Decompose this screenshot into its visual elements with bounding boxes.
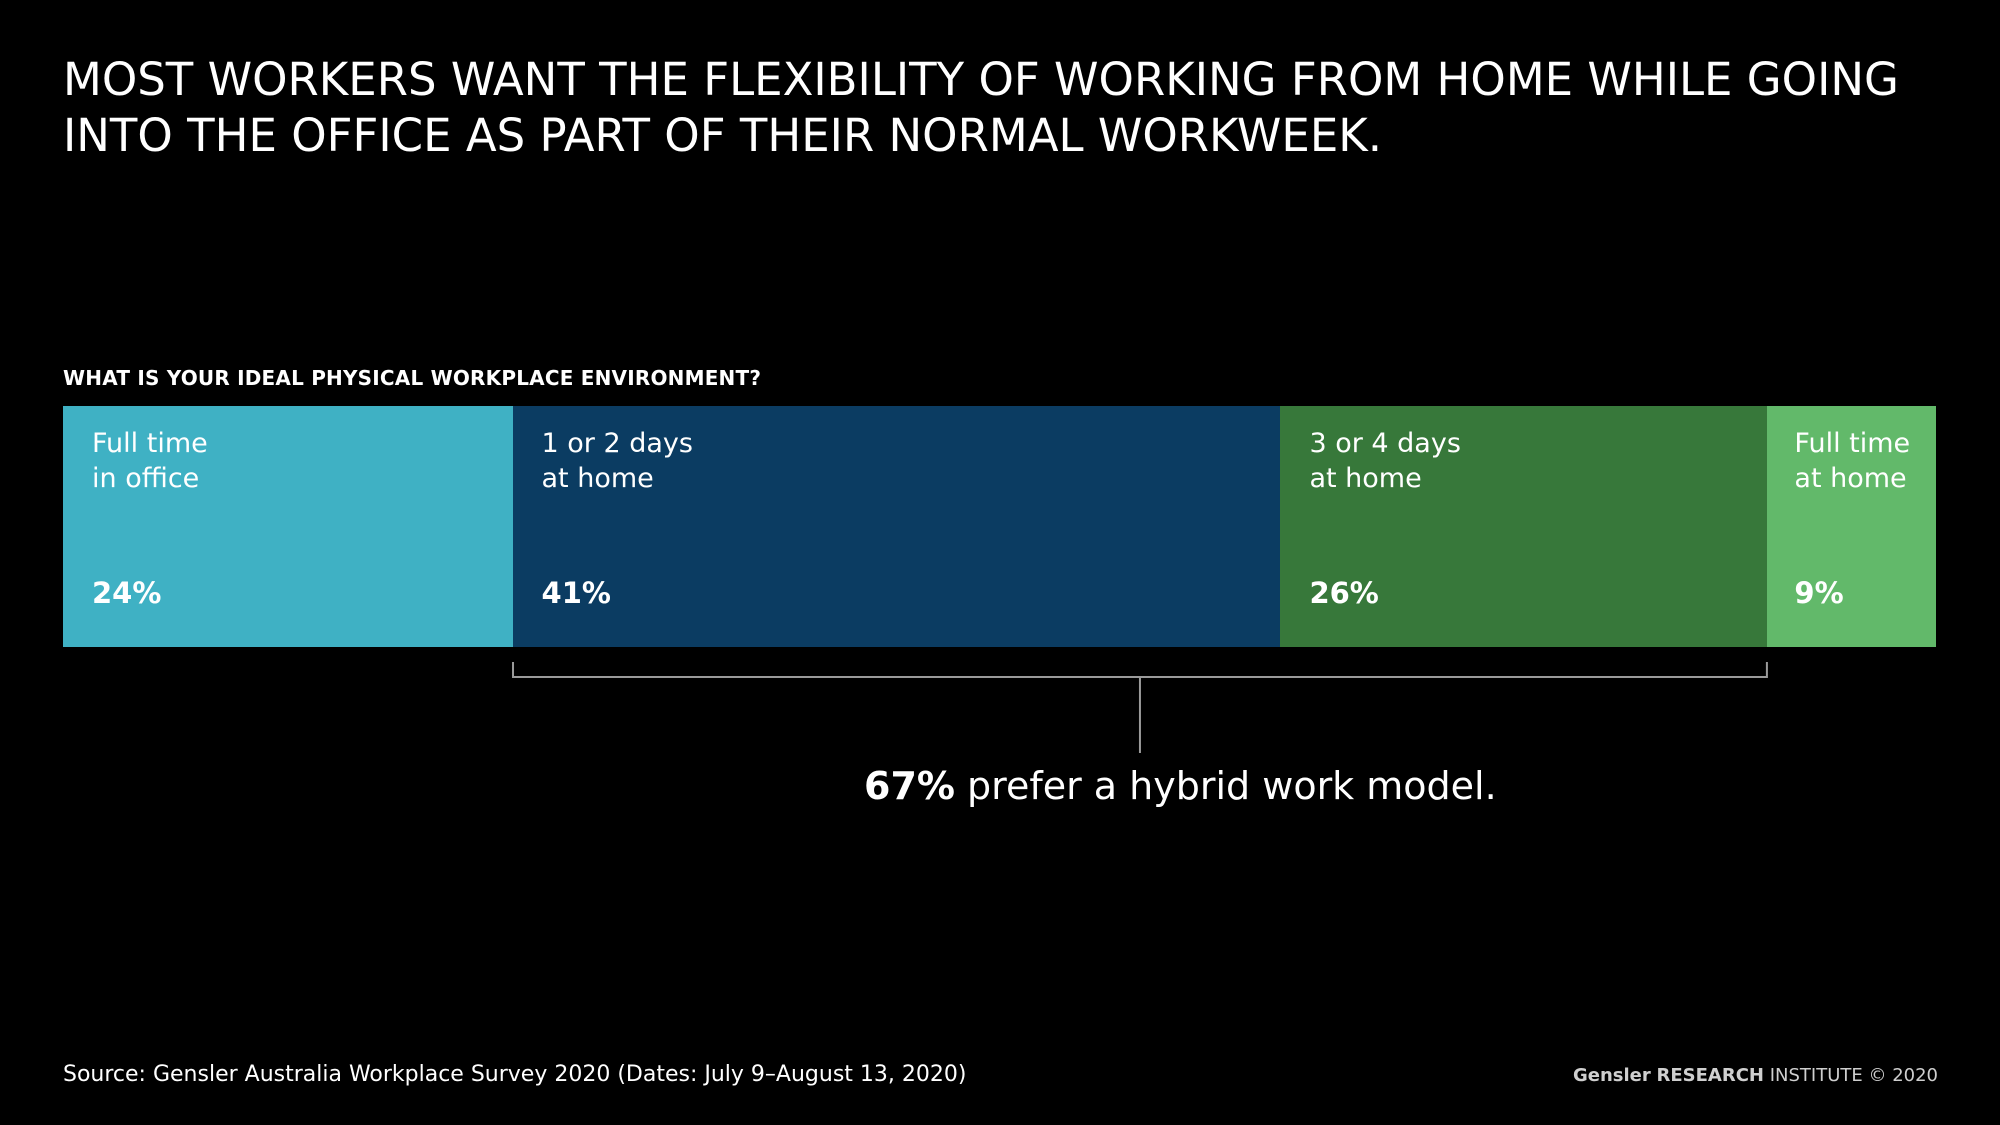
- page-title-line-2: INTO THE OFFICE AS PART OF THEIR NORMAL …: [63, 109, 1383, 162]
- hybrid-callout: 67% prefer a hybrid work model.: [864, 764, 1497, 808]
- segment-label: Full time at home: [1794, 428, 1911, 494]
- chart-title: WHAT IS YOUR IDEAL PHYSICAL WORKPLACE EN…: [63, 366, 762, 390]
- page-title: MOST WORKERS WANT THE FLEXIBILITY OF WOR…: [63, 52, 1963, 164]
- segment-label: 1 or 2 days at home: [541, 428, 693, 494]
- source-note: Source: Gensler Australia Workplace Surv…: [63, 1062, 967, 1087]
- hybrid-callout-text: prefer a hybrid work model.: [954, 764, 1497, 808]
- bar-segment: 3 or 4 days at home 26%: [1280, 406, 1768, 647]
- credit-rest: INSTITUTE © 2020: [1769, 1065, 1938, 1086]
- segment-label: 3 or 4 days at home: [1309, 428, 1461, 494]
- stacked-bar: Full time in office 24% 1 or 2 days at hom…: [63, 406, 1936, 647]
- credit-brand: Gensler: [1572, 1065, 1651, 1086]
- hybrid-callout-value: 67%: [864, 764, 955, 808]
- page-title-line-1: MOST WORKERS WANT THE FLEXIBILITY OF WOR…: [63, 53, 1899, 106]
- credit-line: Gensler RESEARCH INSTITUTE © 2020: [1573, 1065, 1938, 1086]
- bar-segment: Full time at home 9%: [1767, 406, 1936, 647]
- credit-research: RESEARCH: [1656, 1065, 1764, 1086]
- segment-value-label: 41%: [541, 576, 611, 610]
- segment-value-label: 24%: [92, 576, 162, 610]
- bracket-line: [512, 662, 1768, 753]
- bar-segment: 1 or 2 days at home 41%: [512, 406, 1281, 647]
- segment-value-label: 26%: [1309, 576, 1379, 610]
- segment-label: Full time in office: [92, 428, 208, 494]
- bar-segment: Full time in office 24%: [63, 406, 513, 647]
- segment-value-label: 9%: [1794, 576, 1844, 610]
